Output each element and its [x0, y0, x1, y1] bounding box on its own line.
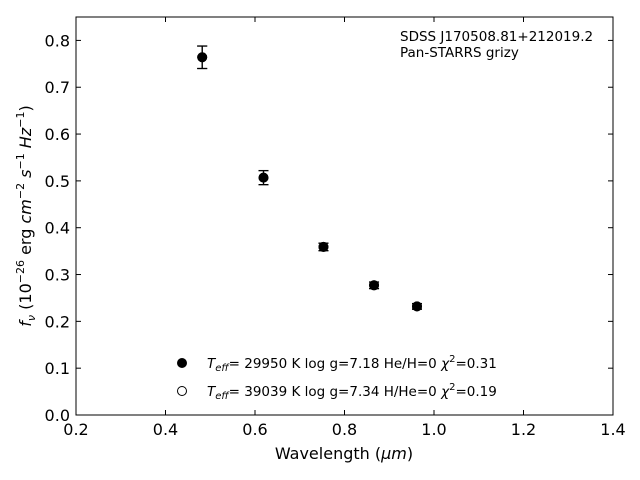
y-tick-label: 0.7: [45, 78, 70, 97]
x-tick-label: 1.4: [600, 420, 625, 439]
annotation-survey-name: Pan-STARRS grizy: [400, 45, 519, 61]
y-tick-label: 0.5: [45, 172, 70, 191]
data-point-open: [318, 241, 329, 252]
x-tick-label: 0.4: [153, 420, 178, 439]
y-axis-label: fν (10−26 erg cm−2 s−1 Hz−1): [14, 105, 38, 326]
y-tick-label: 0.2: [45, 312, 70, 331]
x-tick-label: 0.6: [242, 420, 267, 439]
y-tick-label: 0.4: [45, 219, 70, 238]
x-tick-label: 1.0: [421, 420, 446, 439]
data-point-open: [258, 172, 269, 183]
data-points-layer: [197, 45, 422, 312]
y-tick-label: 0.0: [45, 406, 70, 425]
legend: Teff= 29950 K log g=7.18 He/H=0 χ2=0.31 …: [177, 354, 497, 402]
data-point-open: [197, 52, 208, 63]
x-tick-label: 1.2: [511, 420, 536, 439]
y-tick-label: 0.8: [45, 31, 70, 50]
y-axis-ticks: 0.0 0.1 0.2 0.3 0.4 0.5 0.6 0.7 0.8: [45, 31, 613, 425]
legend-marker-filled: [177, 358, 187, 368]
x-axis-label: Wavelength (μm): [275, 444, 413, 463]
x-axis-ticks: 0.2 0.4 0.6 0.8 1.0 1.2 1.4: [63, 17, 626, 439]
y-tick-label: 0.6: [45, 125, 70, 144]
annotation-object-name: SDSS J170508.81+212019.2: [400, 29, 593, 45]
legend-label-1: Teff= 29950 K log g=7.18 He/H=0 χ2=0.31: [207, 354, 497, 374]
x-tick-label: 0.2: [63, 420, 88, 439]
legend-marker-open: [177, 386, 187, 396]
y-tick-label: 0.1: [45, 359, 70, 378]
x-tick-label: 0.8: [332, 420, 357, 439]
legend-label-2: Teff= 39039 K log g=7.34 H/He=0 χ2=0.19: [207, 382, 497, 402]
data-point-open: [369, 280, 380, 291]
data-point-open: [411, 301, 422, 312]
y-tick-label: 0.3: [45, 266, 70, 285]
